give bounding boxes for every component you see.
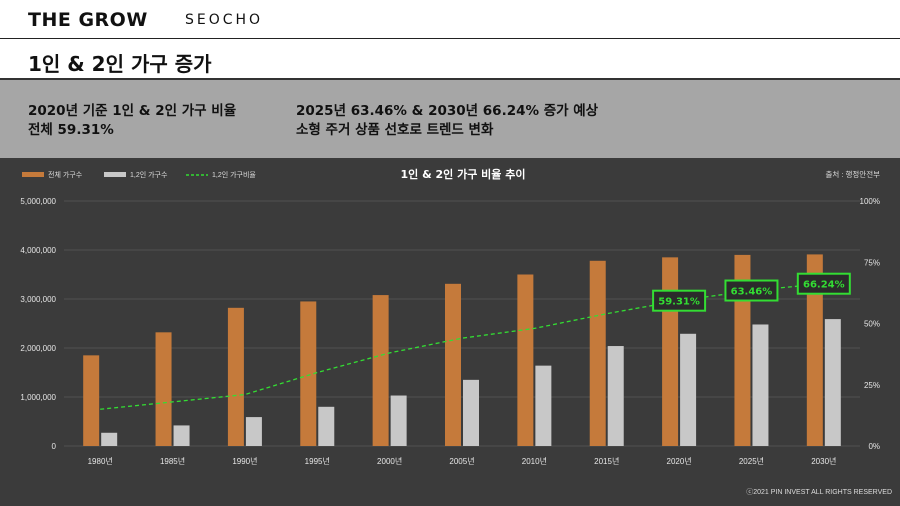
ratio-annotation-box xyxy=(724,279,779,302)
bar-total xyxy=(83,355,100,446)
ratio-annotation-label: 63.46% xyxy=(731,287,773,298)
bar-small xyxy=(824,319,841,446)
summary-right-line1: 2025년 63.46% & 2030년 66.24% 증가 예상 xyxy=(296,103,599,119)
bar-small xyxy=(463,379,479,446)
x-tick-label: 1985년 xyxy=(160,456,185,466)
y2-tick-label: 25% xyxy=(864,381,880,390)
bar-total xyxy=(662,257,679,446)
y2-tick-label: 0% xyxy=(868,442,880,451)
ratio-line xyxy=(100,283,824,410)
y-tick-label: 0 xyxy=(52,442,57,451)
page-title: 1인 & 2인 가구 증가 xyxy=(28,52,212,76)
header: THE GROW SEOCHO xyxy=(0,0,900,38)
brand-logo: THE GROW xyxy=(28,9,148,31)
bar-total xyxy=(227,307,244,446)
household-chart: 전체 가구수 1,2인 가구수 1,2인 가구비율 1인 & 2인 가구 비율 … xyxy=(20,167,892,496)
chart-title: 1인 & 2인 가구 비율 추이 xyxy=(400,167,525,181)
x-tick-label: 2020년 xyxy=(667,456,692,466)
x-tick-label: 2015년 xyxy=(594,456,619,466)
y2-tick-label: 100% xyxy=(860,197,880,206)
y-tick-label: 4,000,000 xyxy=(20,246,56,255)
bar-total xyxy=(734,254,751,446)
x-tick-label: 2010년 xyxy=(522,456,547,466)
bar-total xyxy=(155,332,172,446)
summary-box: 2020년 기준 1인 & 2인 가구 비율 전체 59.31% 2025년 6… xyxy=(0,80,900,158)
copyright: ⓒ2021 PIN INVEST ALL RIGHTS RESERVED xyxy=(746,488,892,496)
ratio-annotation-label: 59.31% xyxy=(658,297,700,308)
chart-source: 출처 : 행정안전부 xyxy=(825,169,880,179)
divider xyxy=(0,78,900,80)
bar-small xyxy=(173,425,190,446)
summary-left-line1: 2020년 기준 1인 & 2인 가구 비율 xyxy=(28,103,237,119)
bar-total xyxy=(589,260,606,446)
legend-label-total: 전체 가구수 xyxy=(48,170,83,179)
bar-small xyxy=(101,432,118,446)
y-tick-label: 3,000,000 xyxy=(20,295,56,304)
x-tick-label: 2030년 xyxy=(811,456,836,466)
bar-total xyxy=(445,283,461,446)
divider xyxy=(0,38,900,39)
legend-label-ratio: 1,2인 가구비율 xyxy=(212,170,256,179)
y-tick-label: 1,000,000 xyxy=(20,393,56,402)
bar-total xyxy=(372,295,389,446)
bar-total xyxy=(806,254,823,446)
x-tick-label: 2025년 xyxy=(739,456,764,466)
chart-panel: 전체 가구수 1,2인 가구수 1,2인 가구비율 1인 & 2인 가구 비율 … xyxy=(0,158,900,506)
x-tick-label: 1980년 xyxy=(88,456,113,466)
bar-small xyxy=(752,324,769,446)
bar-total xyxy=(300,301,317,446)
x-tick-label: 1990년 xyxy=(232,456,257,466)
y2-tick-label: 50% xyxy=(864,320,880,329)
bar-small xyxy=(535,365,552,446)
y-tick-label: 2,000,000 xyxy=(20,344,56,353)
summary-left-line2: 전체 59.31% xyxy=(28,122,114,138)
ratio-annotation-box xyxy=(652,289,707,312)
x-tick-label: 2000년 xyxy=(377,456,402,466)
y2-tick-label: 75% xyxy=(864,258,880,267)
legend-swatch-total xyxy=(22,172,44,177)
bar-total xyxy=(517,274,534,446)
bar-small xyxy=(607,346,624,446)
x-tick-label: 1995년 xyxy=(305,456,330,466)
bar-small xyxy=(318,406,335,446)
x-tick-label: 2005년 xyxy=(449,456,474,466)
bar-small xyxy=(390,395,407,446)
summary-left: 2020년 기준 1인 & 2인 가구 비율 전체 59.31% xyxy=(28,102,236,140)
summary-right: 2025년 63.46% & 2030년 66.24% 증가 예상 소형 주거 … xyxy=(296,102,598,140)
ratio-annotation-label: 66.24% xyxy=(803,280,845,291)
legend-swatch-small xyxy=(104,172,126,177)
ratio-annotation-box xyxy=(796,272,851,295)
summary-right-line2: 소형 주거 상품 선호로 트렌드 변화 xyxy=(296,122,494,138)
legend-label-small: 1,2인 가구수 xyxy=(130,170,168,179)
bar-small xyxy=(245,417,262,446)
brand-sub: SEOCHO xyxy=(185,12,264,28)
bar-small xyxy=(680,333,697,446)
y-tick-label: 5,000,000 xyxy=(20,197,56,206)
